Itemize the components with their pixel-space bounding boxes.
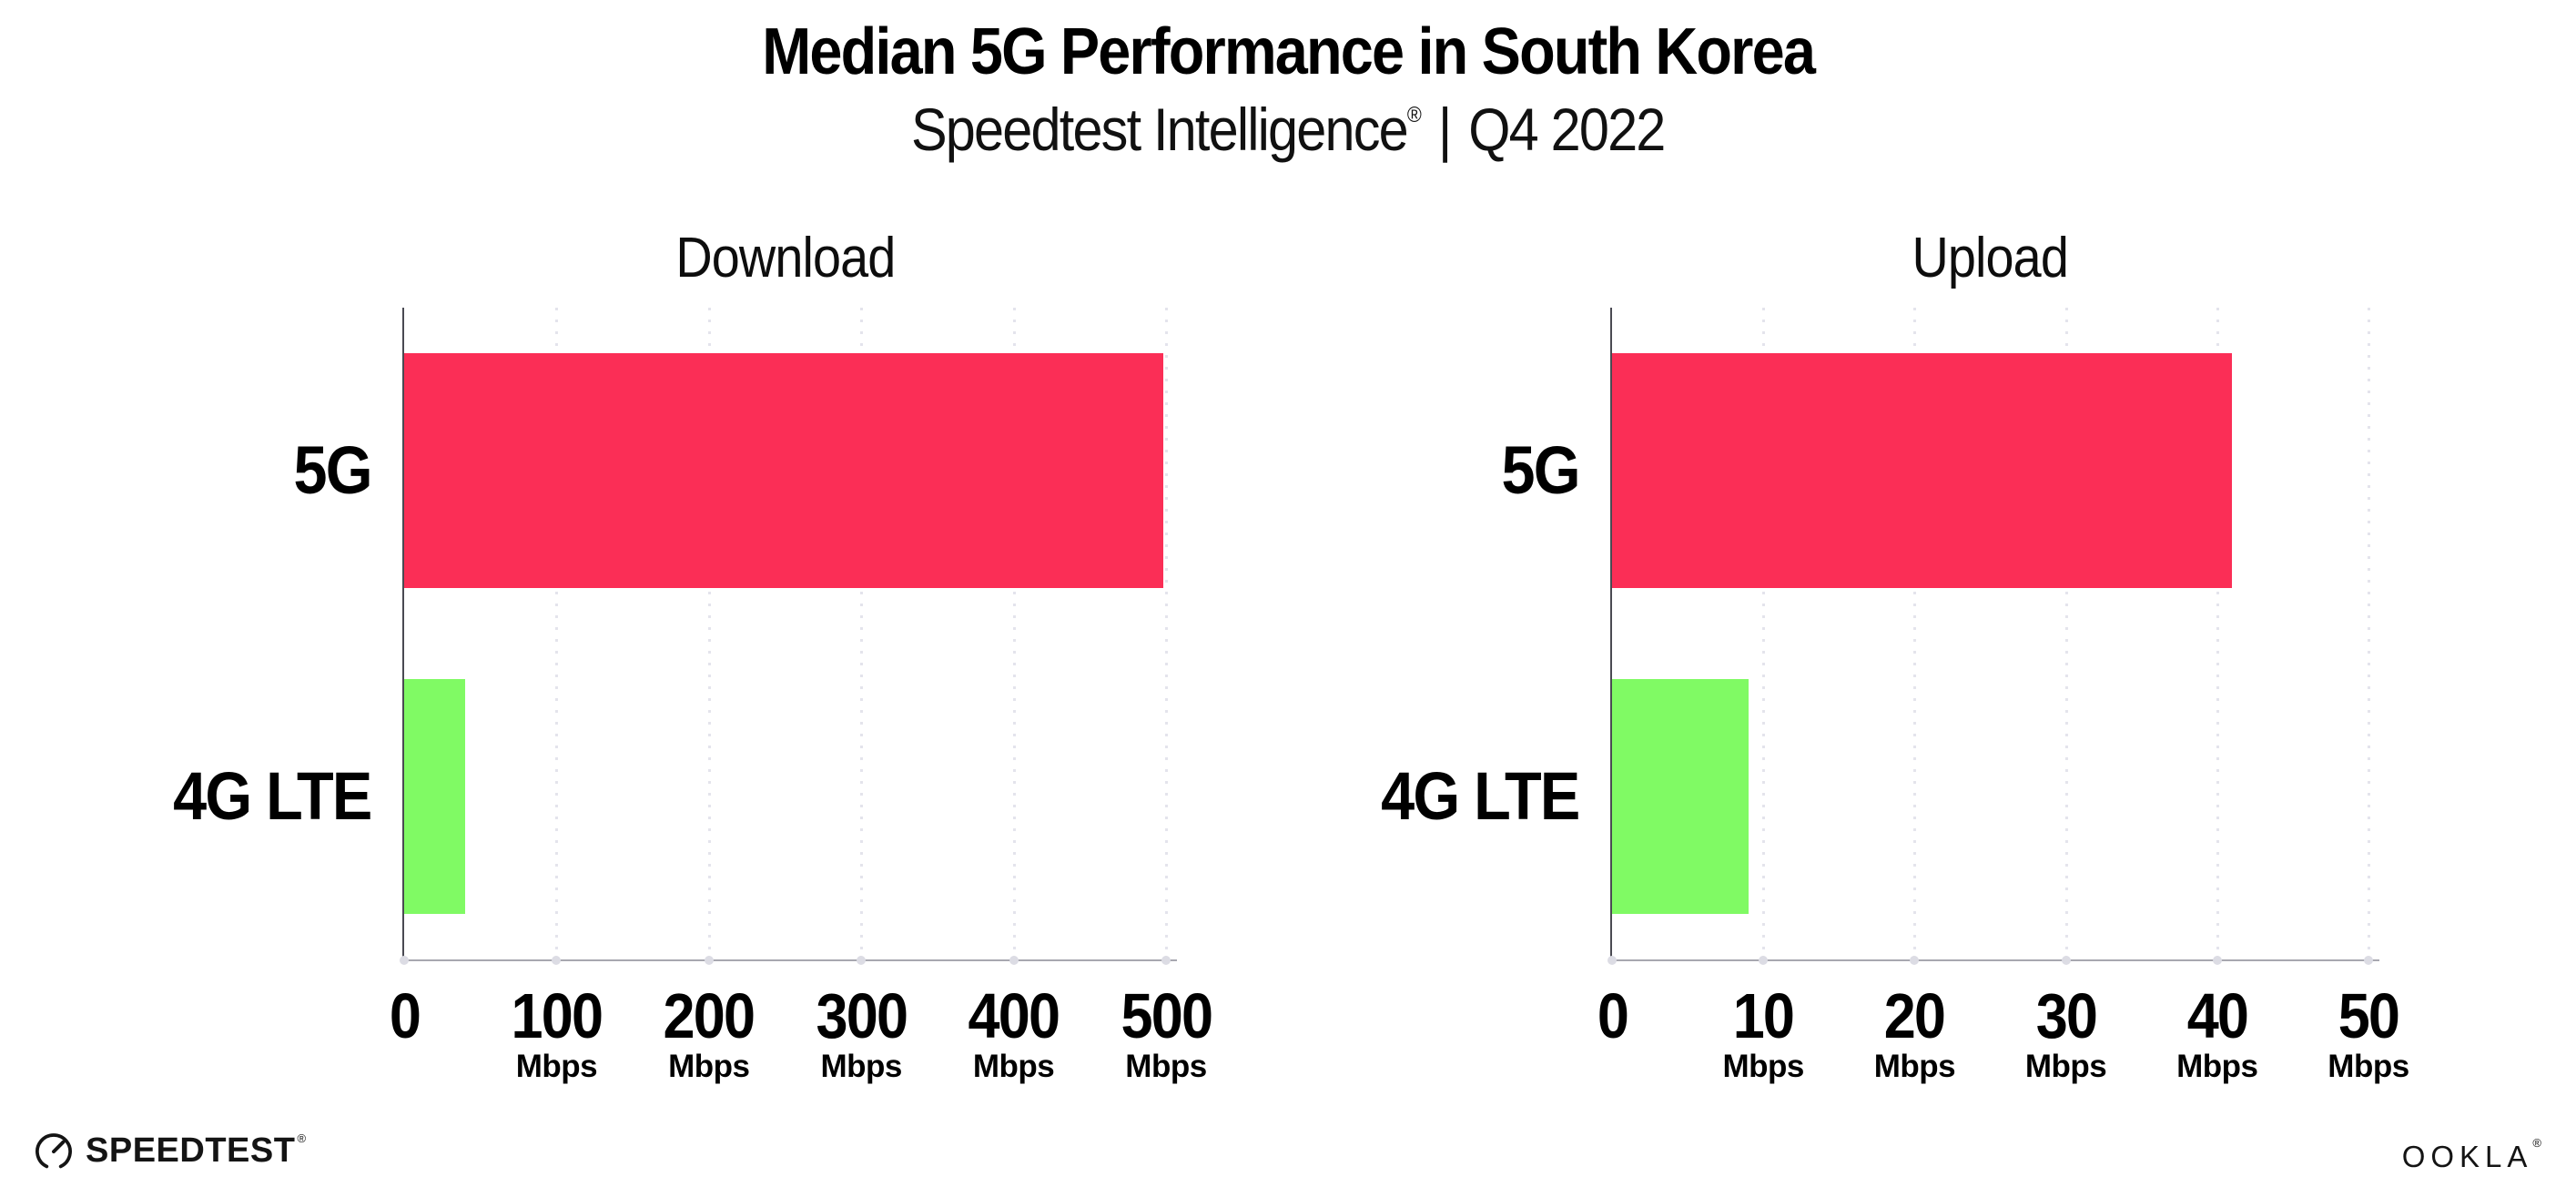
category-label-text: 5G — [1501, 432, 1581, 508]
tick-label-text: 10 — [1732, 980, 1795, 1051]
tick-label-text: 100 — [511, 980, 604, 1051]
tick-label: 10 — [1663, 979, 1863, 1052]
x-axis-line — [402, 959, 1177, 961]
chart-title: Download — [404, 226, 1166, 290]
tick-unit-label: Mbps — [1125, 1049, 1207, 1084]
gridline — [2064, 308, 2068, 959]
tick-label-text: 300 — [816, 980, 908, 1051]
y-axis-line — [402, 308, 404, 959]
tick-label-text: 400 — [968, 980, 1061, 1051]
axis-tick-dot — [1607, 956, 1617, 965]
axis-tick-dot — [2061, 956, 2071, 965]
speedtest-logo: SPEEDTEST ® — [33, 1129, 306, 1172]
ookla-logo: OOKLA® — [2401, 1136, 2541, 1174]
category-label-4g-lte: 4G LTE — [1193, 749, 1581, 844]
x-axis-line — [1610, 959, 2379, 961]
gridline — [860, 308, 864, 959]
tick-label: 30 — [1966, 979, 2166, 1052]
tick-unit-label: Mbps — [2024, 1049, 2107, 1084]
chart-title: Upload — [1612, 226, 2368, 290]
axis-tick-dot — [400, 956, 409, 965]
chart-title-text: Upload — [1912, 227, 2069, 289]
axis-tick-dot — [1161, 956, 1171, 965]
bar-5g — [1612, 353, 2233, 588]
tick-unit-label: Mbps — [1722, 1049, 1804, 1084]
gridline — [1165, 308, 1168, 959]
category-label-5g: 5G — [1193, 423, 1581, 518]
tick-unit-label: Mbps — [668, 1049, 750, 1084]
tick-label-text: 500 — [1121, 980, 1213, 1051]
gridline — [1012, 308, 1016, 959]
tick-unit-label: Mbps — [1873, 1049, 1956, 1084]
speedtest-gauge-icon — [35, 1133, 72, 1169]
subtitle-brand: Speedtest Intelligence — [911, 96, 1409, 163]
axis-tick-dot — [1910, 956, 1920, 965]
category-label-5g: 5G — [0, 423, 373, 518]
tick-label: 20 — [1814, 979, 2014, 1052]
tick-unit-label: Mbps — [515, 1049, 598, 1084]
tick-label: 0 — [304, 979, 504, 1052]
gridline — [707, 308, 711, 959]
axis-tick-dot — [1759, 956, 1769, 965]
tick-label: 50 — [2268, 979, 2469, 1052]
axis-tick-dot — [857, 956, 867, 965]
speedtest-wordmark: SPEEDTEST — [86, 1131, 296, 1170]
page-title-text: Median 5G Performance in South Korea — [762, 15, 1816, 88]
tick-label: 0 — [1512, 979, 1712, 1052]
tick-unit-label: Mbps — [2176, 1049, 2258, 1084]
tick-label: 300 — [761, 979, 961, 1052]
gridline — [2216, 308, 2219, 959]
tick-label-text: 0 — [389, 980, 421, 1051]
gridline — [1762, 308, 1766, 959]
tick-label: 400 — [914, 979, 1114, 1052]
bar-4g-lte — [1612, 679, 1749, 914]
category-label-4g-lte: 4G LTE — [0, 749, 373, 844]
tick-label-text: 40 — [2186, 980, 2249, 1051]
page-subtitle: Speedtest Intelligence® | Q4 2022 — [0, 95, 2576, 164]
gridline — [1913, 308, 1917, 959]
bar-4g-lte — [404, 679, 465, 914]
tick-label-text: 30 — [2035, 980, 2097, 1051]
tick-unit-label: Mbps — [820, 1049, 902, 1084]
axis-tick-dot — [704, 956, 714, 965]
ookla-wordmark: OOKLA — [2401, 1140, 2533, 1173]
tick-unit-label: Mbps — [2328, 1049, 2409, 1084]
tick-label: 40 — [2117, 979, 2317, 1052]
subtitle-period: Q4 2022 — [1468, 96, 1666, 163]
tick-label-text: 50 — [2338, 980, 2400, 1051]
axis-tick-dot — [552, 956, 562, 965]
subtitle-separator: | — [1438, 96, 1452, 163]
tick-label: 500 — [1066, 979, 1266, 1052]
bar-5g — [404, 353, 1163, 588]
y-axis-line — [1610, 308, 1612, 959]
gridline — [2368, 308, 2370, 959]
chart-title-text: Download — [675, 227, 896, 289]
tick-label: 200 — [609, 979, 809, 1052]
tick-label-text: 20 — [1884, 980, 1946, 1051]
tick-label: 100 — [456, 979, 656, 1052]
axis-tick-dot — [2364, 956, 2373, 965]
category-label-text: 4G LTE — [1381, 758, 1581, 834]
registered-mark: ® — [297, 1131, 307, 1145]
tick-unit-label: Mbps — [972, 1049, 1055, 1084]
category-label-text: 5G — [293, 432, 373, 508]
registered-mark: ® — [2532, 1136, 2541, 1150]
tick-label-text: 0 — [1597, 980, 1628, 1051]
axis-tick-dot — [1009, 956, 1019, 965]
axis-tick-dot — [2212, 956, 2222, 965]
page-title: Median 5G Performance in South Korea — [0, 15, 2576, 89]
registered-mark: ® — [1407, 103, 1422, 127]
category-label-text: 4G LTE — [173, 758, 373, 834]
gridline — [555, 308, 559, 959]
tick-label-text: 200 — [663, 980, 756, 1051]
